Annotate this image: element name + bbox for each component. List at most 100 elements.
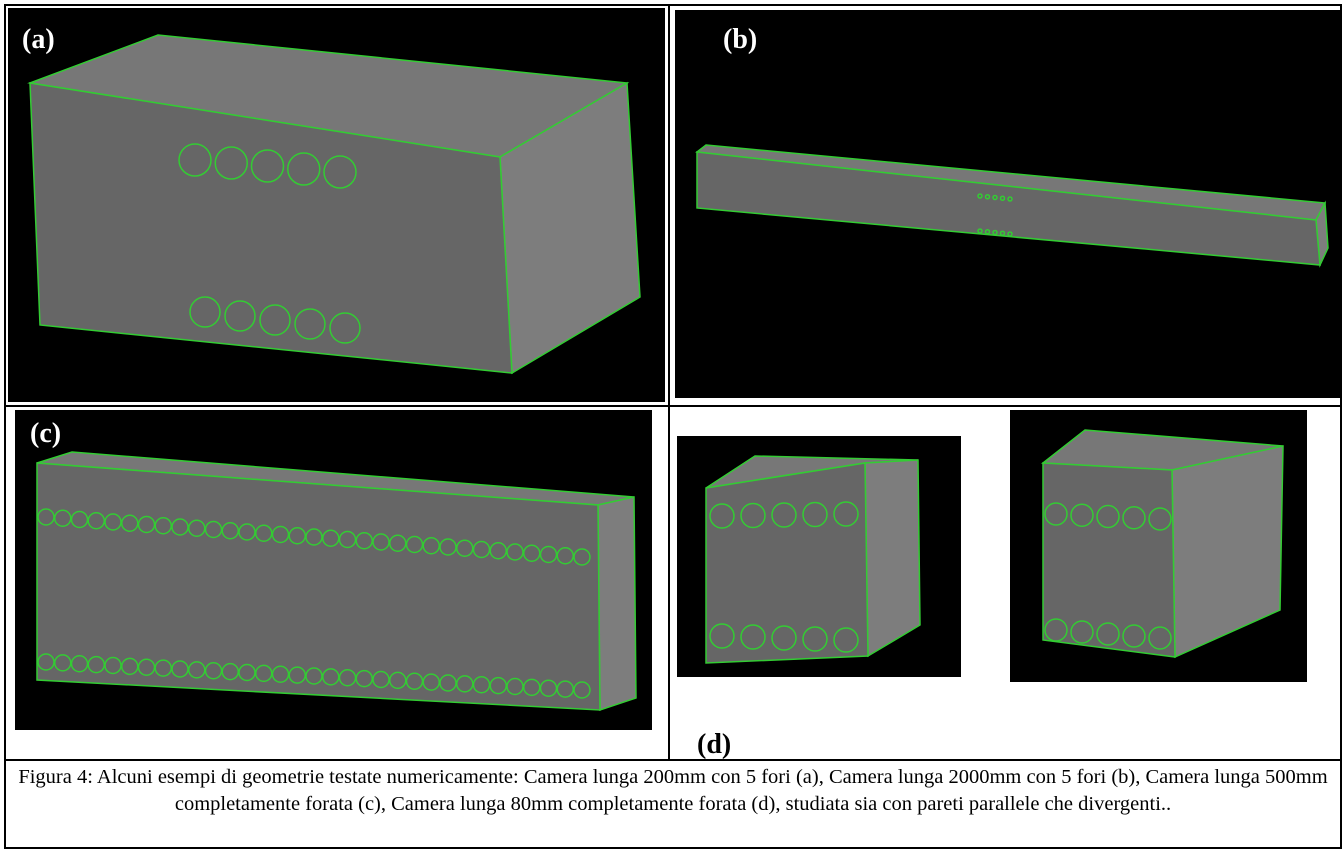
hole [709,503,735,529]
hole [802,626,828,652]
hole [188,519,206,537]
hole [489,542,507,560]
hole [389,671,407,690]
hole [255,664,273,683]
hole [288,666,306,684]
front-face [705,462,869,664]
hole [54,654,72,672]
hole [1070,503,1094,527]
hole [323,155,357,189]
hole [1096,504,1120,529]
hole [221,662,239,681]
hole [171,660,189,678]
panel-label: (a) [22,24,55,55]
hole [405,535,424,554]
hole [523,544,541,562]
hole [556,680,574,698]
hole [338,530,357,549]
hole [573,681,591,699]
hole [977,193,983,199]
hole [472,540,491,559]
hole [1122,624,1146,648]
side-face [597,496,637,712]
hole [271,525,290,544]
cad-models [27,34,1329,712]
hole [439,538,457,556]
hole [472,676,491,694]
hole [121,657,139,676]
hole [1044,502,1068,526]
hole [984,229,991,235]
hole [405,672,424,690]
hole [305,667,323,685]
hole [709,623,735,649]
hole [1096,622,1120,646]
hole [121,514,139,532]
hole [338,669,357,687]
hole [104,513,122,531]
hole [214,146,248,180]
hole [221,522,239,540]
hole [250,149,285,183]
hole [523,678,541,697]
hole [422,537,440,555]
hole [1148,507,1172,531]
hole [188,661,206,679]
panel-label: (d) [697,729,731,760]
hole [422,673,440,691]
table-grid [4,4,1342,849]
hole [137,515,156,534]
hole [87,512,105,530]
hole [287,152,321,186]
hole [539,545,558,564]
hole [372,533,390,551]
hole [189,296,221,328]
side-face [864,459,921,658]
hole [833,627,859,653]
hole [178,143,212,177]
table-border [4,4,1342,849]
hole [137,658,156,676]
hole [70,655,89,673]
hole [305,528,323,546]
hole [271,665,290,683]
hole [506,543,524,561]
hole [87,655,105,674]
hole [977,228,983,234]
hole [259,304,291,336]
hole [999,230,1006,236]
hole [389,534,407,552]
hole [539,679,558,697]
hole [355,532,373,550]
hole [54,509,72,527]
front-face [1042,462,1176,658]
hole [224,300,256,332]
front-face [36,462,601,711]
hole [70,510,89,529]
hole [238,523,256,541]
hole [984,194,991,200]
hole [992,194,998,201]
hole [740,502,766,529]
hole [456,675,474,693]
hole [573,548,591,566]
hole [833,501,859,527]
hole [992,229,998,236]
hole [771,502,797,528]
hole [1070,620,1094,644]
hole [802,501,828,528]
hole [1007,196,1013,202]
hole [1007,231,1013,237]
panel-label: (b) [723,24,757,55]
hole [37,653,55,671]
hole [322,529,340,547]
hole [506,677,524,696]
hole [322,668,340,686]
front-face [29,82,513,374]
hole [355,669,373,688]
hole [1044,618,1068,642]
hole [489,676,507,695]
hole [456,539,474,557]
hole [204,662,223,680]
hole [154,517,172,535]
